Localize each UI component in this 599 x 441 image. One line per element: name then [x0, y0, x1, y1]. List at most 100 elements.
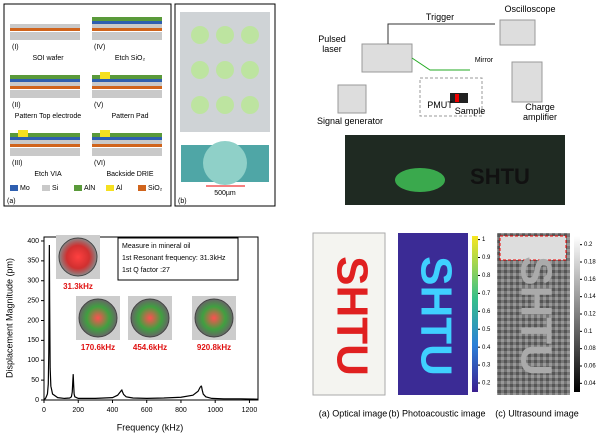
layer: [10, 90, 80, 98]
x-tick-label: 600: [141, 407, 153, 414]
layer: [92, 133, 162, 137]
step-label: Etch SiO₂: [115, 55, 146, 62]
legend-label: SiO₂: [148, 185, 163, 192]
wafer-die: [241, 96, 259, 114]
wafer-die: [216, 96, 234, 114]
colorbar-label: 0.14: [584, 294, 596, 300]
layer: [92, 148, 162, 156]
layer: [92, 140, 162, 144]
label: Charge amplifier: [523, 102, 557, 122]
layer: [10, 75, 80, 79]
legend-swatch: [42, 185, 50, 191]
optical-photo: [312, 232, 386, 396]
colorbar-label: 0.6: [482, 309, 491, 315]
step-numeral: (I): [12, 44, 19, 51]
layer: [10, 32, 80, 40]
layer: [92, 32, 162, 40]
peak-label: 454.6kHz: [133, 343, 167, 352]
y-tick-label: 300: [27, 278, 39, 285]
photo-text: SHTU: [470, 164, 530, 189]
label: Trigger: [426, 12, 454, 22]
layer: [92, 137, 162, 140]
layer: [100, 72, 110, 79]
layer: [10, 28, 80, 31]
y-tick-label: 350: [27, 258, 39, 265]
y-tick-label: 50: [31, 377, 39, 384]
label: Signal generator: [317, 116, 383, 126]
x-tick-label: 400: [107, 407, 119, 414]
legend-swatch: [74, 185, 82, 191]
y-tick-label: 100: [27, 357, 39, 364]
image-caption: (b) Photoacoustic image: [388, 408, 485, 418]
colorbar-label: 0.16: [584, 277, 596, 283]
colorbar-label: 0.2: [584, 242, 593, 248]
step-label: SOI wafer: [32, 55, 64, 62]
layer: [10, 82, 80, 86]
step-numeral: (IV): [94, 44, 105, 51]
wafer-die: [241, 61, 259, 79]
panel-a-frame: [3, 3, 172, 207]
step-label: Pattern Top electrode: [15, 113, 82, 120]
colorbar-label: 0.2: [482, 381, 491, 387]
layer: [10, 86, 80, 89]
layer: [10, 24, 80, 28]
colorbar-label: 0.3: [482, 363, 491, 369]
colorbar-label: 0.5: [482, 327, 491, 333]
layer: [10, 140, 80, 144]
inset-membrane: [58, 237, 98, 277]
colorbar-label: 0.7: [482, 291, 491, 297]
peak-label: 170.6kHz: [81, 343, 115, 352]
x-tick-label: 0: [42, 407, 46, 414]
step-numeral: (V): [94, 102, 103, 109]
layer: [10, 79, 80, 82]
layer: [92, 90, 162, 98]
peak-label: 920.8kHz: [197, 343, 231, 352]
wafer-die: [216, 61, 234, 79]
layer: [92, 79, 162, 82]
label: Sample: [455, 106, 486, 116]
legend-label: Mo: [20, 185, 30, 192]
wafer-die: [191, 61, 209, 79]
panel-b-frame: [174, 3, 276, 207]
scale-label: 500µm: [214, 190, 236, 197]
wafer-die: [241, 26, 259, 44]
x-tick-label: 1000: [207, 407, 223, 414]
spectrum-line: [43, 244, 259, 401]
sample-letters: SHTU: [511, 256, 560, 376]
panel-label: (b): [178, 198, 187, 205]
legend-label: Si: [52, 185, 59, 192]
y-axis-label: Displacement Magnitude (pm): [4, 258, 14, 378]
sample-letters: SHTU: [411, 256, 460, 376]
annotation-box: [117, 237, 239, 281]
membrane: [203, 141, 247, 185]
y-tick-label: 150: [27, 337, 39, 344]
layer: [92, 82, 162, 86]
layer: [92, 144, 162, 147]
inset-membrane: [194, 298, 234, 338]
step-label: Etch VIA: [34, 171, 62, 178]
colorbar-label: 0.08: [584, 346, 596, 352]
x-tick-label: 800: [175, 407, 187, 414]
legend-swatch: [138, 185, 146, 191]
pa-image: [398, 233, 468, 395]
legend-label: AlN: [84, 185, 95, 192]
layer: [92, 75, 162, 79]
colorbar-label: 0.1: [584, 329, 593, 335]
layer: [10, 137, 80, 140]
layer: [10, 133, 80, 137]
colorbar-label: 0.9: [482, 255, 491, 261]
image-caption: (a) Optical image: [319, 408, 388, 418]
wafer-die: [191, 26, 209, 44]
x-tick-label: 1200: [242, 407, 258, 414]
annotation: Measure in mineral oil: [122, 243, 191, 250]
pa-colorbar: [472, 236, 478, 392]
y-tick-label: 0: [35, 397, 39, 404]
step-numeral: (VI): [94, 160, 105, 167]
x-axis-label: Frequency (kHz): [117, 422, 184, 432]
legend-swatch: [106, 185, 114, 191]
colorbar-label: 0.4: [482, 345, 491, 351]
y-tick-label: 400: [27, 238, 39, 245]
panel-label: (a): [7, 198, 16, 205]
image-caption: (c) Ultrasound image: [495, 408, 579, 418]
